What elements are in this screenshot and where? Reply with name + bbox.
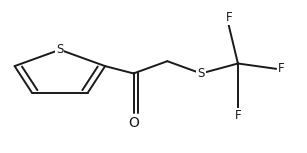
Text: F: F [235,109,241,122]
Text: S: S [56,43,64,56]
Text: F: F [225,11,232,24]
Text: S: S [197,67,205,80]
Text: F: F [278,62,285,75]
Text: O: O [128,116,139,130]
